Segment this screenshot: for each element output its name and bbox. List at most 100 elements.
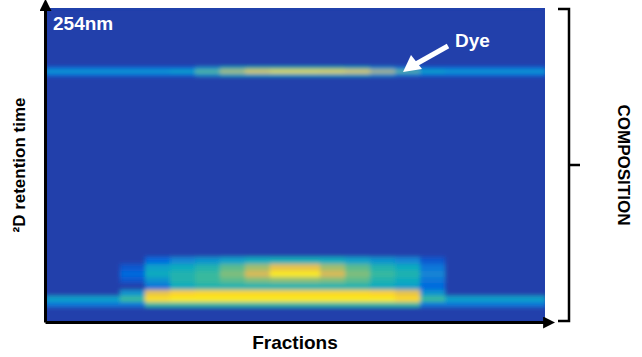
- heatmap-cell: [70, 228, 96, 257]
- heatmap-cell: [95, 295, 121, 302]
- heatmap-cell: [270, 76, 296, 229]
- bracket: [558, 9, 580, 321]
- heatmap-cell: [245, 283, 271, 290]
- heatmap-cell: [495, 302, 521, 307]
- heatmap-cell: [520, 69, 545, 73]
- heatmap-cell: [120, 276, 146, 283]
- heatmap-cell: [370, 295, 396, 302]
- heatmap-cell: [320, 256, 346, 264]
- heatmap-cell: [345, 276, 371, 283]
- heatmap-cell: [445, 69, 471, 73]
- heatmap-cell: [495, 72, 521, 76]
- heatmap-cell: [445, 264, 471, 271]
- heatmap-cell: [195, 302, 221, 307]
- heatmap-cell: [145, 264, 171, 271]
- heatmap-cell: [345, 72, 371, 76]
- heatmap-cell: [370, 228, 396, 257]
- heatmap-cell: [195, 66, 221, 70]
- heatmap-cell: [45, 302, 71, 307]
- heatmap-cell: [470, 306, 496, 322]
- heatmap-cell: [445, 228, 471, 257]
- heatmap-cell: [470, 256, 496, 264]
- heatmap-cell: [495, 256, 521, 264]
- heatmap-cell: [120, 302, 146, 307]
- heatmap-cell: [170, 72, 196, 76]
- heatmap-cell: [245, 66, 271, 70]
- heatmap-cell: [120, 66, 146, 70]
- heatmap-cell: [195, 69, 221, 73]
- heatmap-cell: [220, 256, 246, 264]
- heatmap-cell: [520, 8, 545, 40]
- heatmap-cell: [470, 289, 496, 296]
- heatmap-cell: [445, 306, 471, 322]
- heatmap-cell: [295, 8, 321, 40]
- heatmap-cell: [495, 295, 521, 302]
- heatmap-cell: [145, 306, 171, 322]
- heatmap-cell: [370, 69, 396, 73]
- heatmap-cell: [70, 72, 96, 76]
- heatmap-cell: [120, 270, 146, 277]
- heatmap-cell: [445, 270, 471, 277]
- heatmap-cell: [470, 228, 496, 257]
- heatmap-cell: [95, 256, 121, 264]
- heatmap-cell: [445, 66, 471, 70]
- heatmap-cell: [245, 270, 271, 277]
- axis-line: [46, 321, 546, 324]
- heatmap-cell: [520, 256, 545, 264]
- heatmap-cell: [70, 69, 96, 73]
- heatmap-cell: [295, 72, 321, 76]
- heatmap-cell: [470, 276, 496, 283]
- heatmap-cell: [370, 264, 396, 271]
- plot-area: [45, 8, 545, 322]
- heatmap-cell: [170, 302, 196, 307]
- heatmap-cell: [520, 295, 545, 302]
- heatmap-cell: [495, 69, 521, 73]
- heatmap-cell: [245, 264, 271, 271]
- heatmap-cell: [520, 302, 545, 307]
- heatmap-cell: [495, 306, 521, 322]
- heatmap-cell: [270, 69, 296, 73]
- heatmap-cell: [320, 289, 346, 296]
- heatmap-cell: [520, 276, 545, 283]
- heatmap-cell: [170, 270, 196, 277]
- heatmap-cell: [395, 295, 421, 302]
- heatmap-cell: [345, 289, 371, 296]
- heatmap-cell: [145, 276, 171, 283]
- heatmap-cell: [345, 270, 371, 277]
- heatmap-cell: [195, 8, 221, 40]
- heatmap-cell: [520, 76, 545, 229]
- heatmap-cell: [295, 283, 321, 290]
- heatmap-cell: [120, 264, 146, 271]
- heatmap-cell: [370, 72, 396, 76]
- heatmap-cell: [370, 76, 396, 229]
- heatmap-cell: [270, 66, 296, 70]
- heatmap-cell: [345, 228, 371, 257]
- heatmap-cell: [420, 72, 446, 76]
- heatmap-cell: [295, 66, 321, 70]
- annotation: Dye: [455, 30, 490, 51]
- x-axis-title: Fractions: [252, 332, 338, 353]
- heatmap-cell: [45, 270, 71, 277]
- heatmap-cell: [70, 39, 96, 66]
- heatmap-cell: [270, 302, 296, 307]
- heatmap-cell: [220, 69, 246, 73]
- heatmap-cell: [295, 302, 321, 307]
- annotation-arrowhead: [403, 55, 422, 72]
- heatmap-cell: [195, 228, 221, 257]
- heatmap-cell: [445, 295, 471, 302]
- heatmap-cell: [370, 276, 396, 283]
- chart: 254nmDyeFractions²D retention timeCOMPOS…: [0, 0, 642, 357]
- heatmap-cell: [320, 264, 346, 271]
- heatmap-cell: [345, 283, 371, 290]
- heatmap-cell: [220, 270, 246, 277]
- heatmap-cell: [245, 295, 271, 302]
- heatmap-cell: [70, 66, 96, 70]
- heatmap-cell: [420, 76, 446, 229]
- heatmap-cell: [270, 72, 296, 76]
- heatmap-cell: [220, 228, 246, 257]
- heatmap-cell: [345, 264, 371, 271]
- heatmap-cell: [320, 69, 346, 73]
- heatmap-cell: [295, 39, 321, 66]
- heatmap-cell: [370, 66, 396, 70]
- heatmap-cell: [345, 302, 371, 307]
